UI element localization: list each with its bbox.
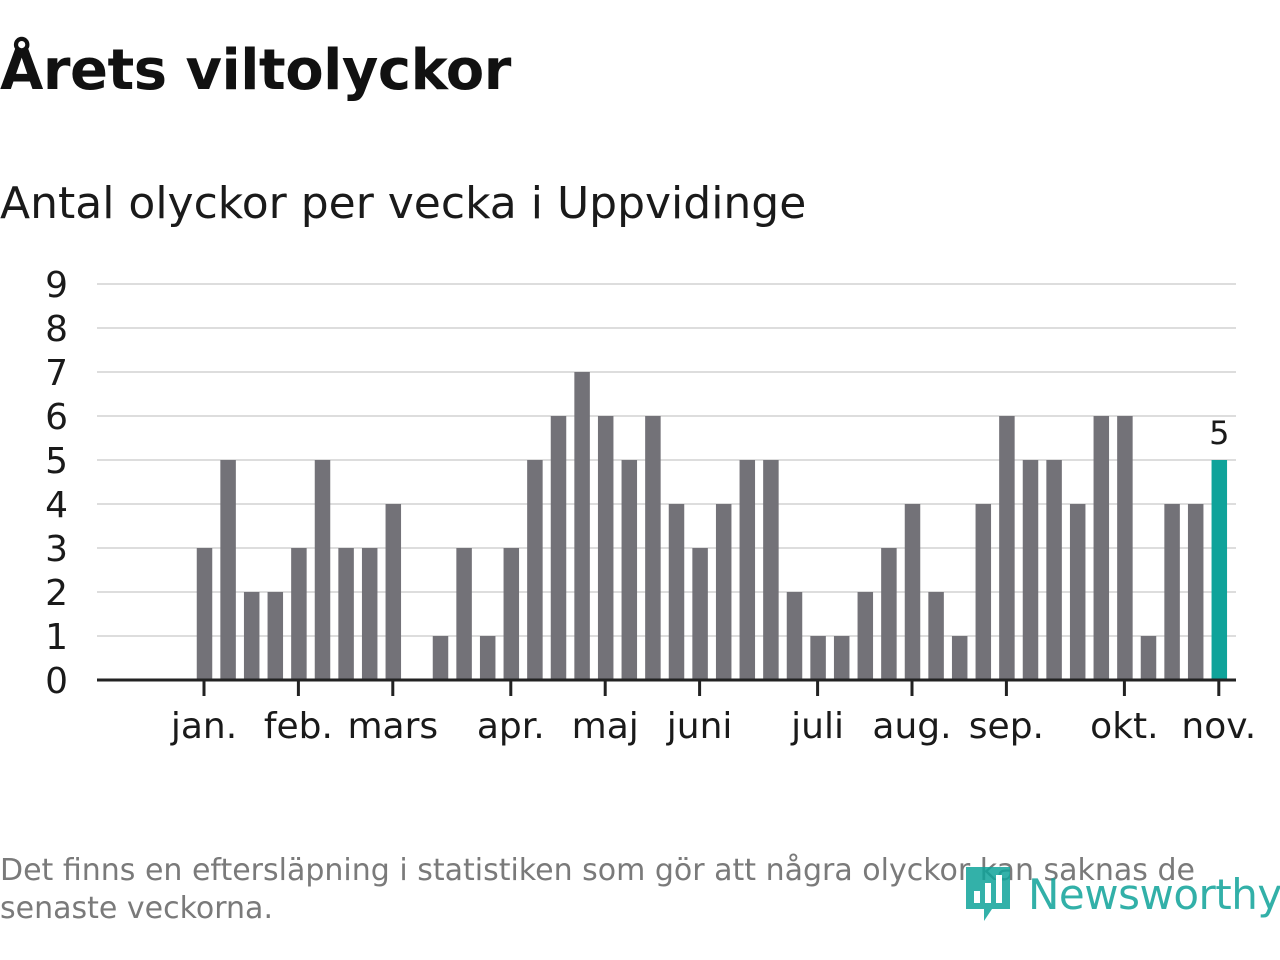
- x-tick-label-sep: sep.: [969, 706, 1044, 747]
- y-tick-label-2: 2: [45, 573, 68, 614]
- bar-week-16: [503, 548, 520, 680]
- chart-subtitle: Antal olyckor per vecka i Uppvidinge: [0, 178, 807, 229]
- x-tick-label-juli: juli: [790, 706, 844, 747]
- bar-week-11: [385, 504, 402, 680]
- bar-week-9: [338, 548, 354, 680]
- bar-week-46: [1211, 460, 1228, 680]
- bar-week-31: [857, 592, 874, 680]
- y-tick-label-1: 1: [45, 617, 68, 658]
- chart-title: Årets viltolyckor: [0, 38, 511, 103]
- bar-week-34: [928, 592, 944, 680]
- y-tick-label-9: 9: [45, 265, 68, 306]
- bar-week-32: [881, 548, 897, 680]
- bar-week-25: [715, 504, 732, 680]
- bar-week-13: [432, 636, 449, 680]
- bar-week-19: [574, 372, 590, 680]
- y-tick-label-5: 5: [45, 441, 68, 482]
- bar-week-43: [1140, 636, 1157, 680]
- y-tick-label-7: 7: [45, 353, 68, 394]
- y-tick-label-4: 4: [45, 485, 68, 526]
- bar-week-39: [1046, 460, 1062, 680]
- y-tick-label-3: 3: [45, 529, 68, 570]
- x-tick-label-okt: okt.: [1090, 706, 1158, 747]
- bar-week-42: [1117, 416, 1133, 680]
- bar-week-17: [527, 460, 543, 680]
- bar-week-18: [550, 416, 567, 680]
- bar-week-41: [1093, 416, 1110, 680]
- bar-week-14: [456, 548, 472, 680]
- bar-week-5: [243, 592, 260, 680]
- x-tick-label-maj: maj: [572, 706, 639, 747]
- y-tick-label-8: 8: [45, 309, 68, 350]
- x-tick-label-juni: juni: [666, 706, 733, 747]
- newsworthy-logo: Newsworthy: [962, 862, 1280, 926]
- bar-week-28: [786, 592, 803, 680]
- bar-week-30: [833, 636, 850, 680]
- bar-week-35: [951, 636, 968, 680]
- bar-week-3: [196, 548, 213, 680]
- bar-week-24: [692, 548, 708, 680]
- bar-week-27: [763, 460, 779, 680]
- y-tick-label-6: 6: [45, 397, 68, 438]
- bar-week-6: [267, 592, 284, 680]
- bar-week-29: [810, 636, 826, 680]
- bar-week-33: [904, 504, 921, 680]
- bar-week-15: [479, 636, 496, 680]
- x-tick-label-mars: mars: [347, 706, 438, 747]
- x-tick-label-feb: feb.: [264, 706, 333, 747]
- bar-week-44: [1164, 504, 1180, 680]
- x-tick-label-aug: aug.: [872, 706, 951, 747]
- bar-week-26: [739, 460, 756, 680]
- highlight-value-label: 5: [1209, 414, 1229, 452]
- bar-week-23: [668, 504, 685, 680]
- bar-week-22: [645, 416, 661, 680]
- y-tick-label-0: 0: [45, 661, 68, 702]
- bar-week-10: [361, 548, 378, 680]
- bar-week-40: [1069, 504, 1086, 680]
- bar-week-38: [1022, 460, 1039, 680]
- newsworthy-logo-icon: [966, 867, 1010, 921]
- x-tick-label-jan: jan.: [170, 706, 237, 747]
- bar-week-21: [621, 460, 638, 680]
- bar-week-7: [291, 548, 307, 680]
- x-tick-label-apr: apr.: [477, 706, 545, 747]
- bar-week-20: [597, 416, 614, 680]
- bar-week-36: [975, 504, 992, 680]
- newsworthy-logo-text: Newsworthy: [1028, 869, 1280, 919]
- bar-week-45: [1187, 504, 1204, 680]
- bar-week-4: [220, 460, 236, 680]
- bar-week-37: [999, 416, 1015, 680]
- x-tick-label-nov: nov.: [1181, 706, 1256, 747]
- bar-week-8: [314, 460, 331, 680]
